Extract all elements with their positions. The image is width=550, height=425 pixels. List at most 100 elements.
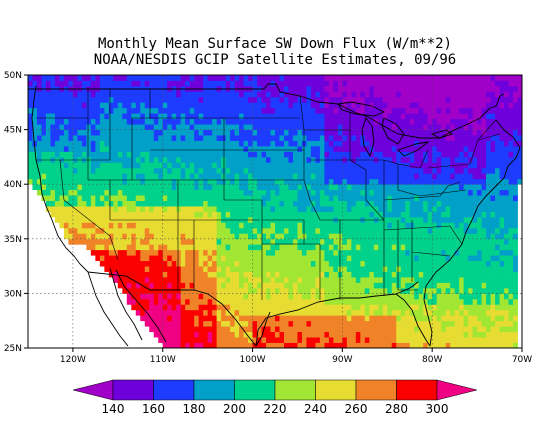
flux-cell	[288, 222, 294, 229]
flux-cell	[459, 277, 465, 283]
flux-cell	[315, 309, 321, 316]
flux-cell	[135, 113, 141, 120]
flux-cell	[95, 151, 101, 158]
flux-cell	[117, 255, 123, 262]
flux-cell	[513, 266, 518, 272]
flux-cell	[459, 156, 465, 163]
flux-cell	[468, 124, 473, 130]
flux-cell	[472, 107, 478, 114]
flux-cell	[477, 337, 482, 343]
flux-cell	[261, 337, 267, 343]
flux-cell	[477, 293, 482, 300]
flux-cell	[144, 124, 150, 130]
flux-cell	[266, 293, 271, 300]
flux-cell	[117, 266, 123, 272]
flux-cell	[185, 244, 191, 251]
flux-cell	[95, 189, 101, 196]
flux-cell	[212, 298, 218, 305]
flux-cell	[212, 124, 218, 130]
flux-cell	[477, 271, 482, 278]
flux-cell	[360, 96, 366, 103]
flux-cell	[117, 91, 123, 98]
flux-cell	[351, 320, 357, 327]
flux-cell	[41, 167, 47, 174]
flux-cell	[189, 298, 195, 305]
flux-cell	[513, 222, 518, 229]
flux-cell	[140, 244, 146, 251]
flux-cell	[454, 91, 460, 98]
flux-cell	[50, 184, 56, 191]
flux-cell	[158, 337, 164, 343]
flux-cell	[364, 189, 370, 196]
flux-cell	[481, 107, 487, 114]
flux-cell	[153, 293, 159, 300]
flux-cell	[441, 342, 447, 348]
flux-cell	[180, 167, 186, 174]
flux-cell	[310, 222, 316, 229]
flux-cell	[328, 331, 334, 338]
flux-cell	[252, 244, 258, 251]
flux-cell	[239, 151, 244, 158]
flux-cell	[373, 326, 379, 333]
flux-cell	[360, 238, 366, 245]
flux-cell	[504, 211, 509, 218]
flux-cell	[319, 260, 325, 267]
flux-cell	[270, 293, 276, 300]
flux-cell	[140, 124, 146, 130]
flux-cell	[77, 135, 83, 141]
flux-cell	[396, 167, 402, 174]
flux-cell	[261, 113, 267, 120]
flux-cell	[387, 287, 393, 294]
flux-cell	[481, 304, 487, 311]
flux-cell	[104, 135, 110, 141]
flux-cell	[122, 156, 128, 163]
flux-cell	[427, 156, 433, 163]
flux-cell	[400, 195, 406, 201]
flux-cell	[306, 255, 312, 262]
flux-cell	[180, 113, 186, 120]
flux-cell	[477, 118, 482, 125]
flux-cell	[122, 162, 128, 169]
flux-cell	[490, 320, 496, 327]
flux-cell	[167, 151, 173, 158]
flux-cell	[396, 75, 402, 81]
flux-cell	[207, 233, 213, 240]
flux-cell	[490, 156, 496, 163]
flux-cell	[517, 178, 522, 185]
flux-cell	[162, 255, 168, 262]
flux-cell	[310, 282, 316, 289]
flux-cell	[445, 107, 451, 114]
flux-cell	[324, 271, 330, 278]
flux-cell	[405, 145, 411, 152]
flux-cell	[203, 151, 209, 158]
flux-cell	[180, 337, 186, 343]
flux-cell	[454, 331, 460, 338]
flux-cell	[104, 238, 110, 245]
flux-cell	[472, 277, 478, 283]
flux-cell	[140, 227, 146, 234]
flux-cell	[95, 135, 101, 141]
flux-cell	[396, 189, 402, 196]
flux-cell	[113, 80, 119, 87]
flux-cell	[59, 129, 65, 136]
flux-cell	[212, 189, 218, 196]
flux-cell	[81, 145, 87, 152]
flux-cell	[266, 178, 271, 185]
flux-cell	[481, 244, 487, 251]
flux-cell	[432, 107, 438, 114]
flux-cell	[427, 249, 433, 256]
flux-cell	[59, 135, 65, 141]
flux-cell	[77, 189, 83, 196]
flux-cell	[292, 151, 298, 158]
flux-cell	[400, 206, 406, 212]
flux-cell	[90, 173, 96, 180]
flux-cell	[122, 287, 128, 294]
flux-cell	[90, 80, 96, 87]
flux-cell	[477, 184, 482, 191]
flux-cell	[364, 85, 370, 92]
flux-cell	[77, 118, 83, 125]
flux-cell	[149, 124, 155, 130]
flux-cell	[427, 244, 433, 251]
flux-cell	[468, 298, 473, 305]
flux-cell	[337, 206, 343, 212]
